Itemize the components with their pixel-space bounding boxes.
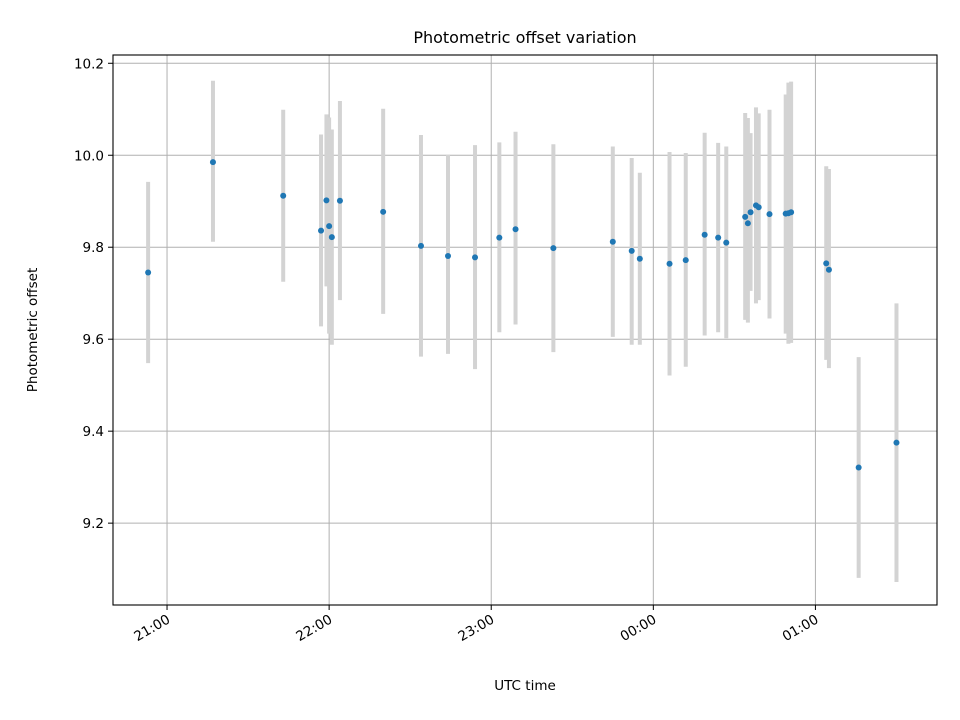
data-point bbox=[701, 231, 708, 238]
data-point bbox=[318, 227, 325, 234]
chart-title: Photometric offset variation bbox=[413, 28, 636, 47]
data-point bbox=[666, 260, 673, 267]
data-point bbox=[723, 239, 730, 246]
data-point bbox=[825, 266, 832, 273]
data-point bbox=[496, 234, 503, 241]
data-point bbox=[336, 197, 343, 204]
data-point bbox=[280, 192, 287, 199]
data-point bbox=[550, 245, 557, 252]
data-points bbox=[145, 159, 900, 471]
data-point bbox=[328, 234, 335, 241]
data-point bbox=[417, 242, 424, 249]
data-point bbox=[609, 238, 616, 245]
y-tick-label: 9.6 bbox=[83, 332, 104, 348]
y-tick-label: 10.0 bbox=[74, 148, 104, 164]
data-point bbox=[788, 209, 795, 216]
data-point bbox=[747, 209, 754, 216]
y-axis-label: Photometric offset bbox=[25, 268, 41, 392]
data-point bbox=[766, 211, 773, 218]
data-point bbox=[628, 247, 635, 254]
x-axis-label: UTC time bbox=[494, 678, 556, 694]
data-point bbox=[326, 223, 333, 230]
y-tick-label: 10.2 bbox=[74, 56, 104, 72]
data-point bbox=[323, 197, 330, 204]
data-point bbox=[682, 257, 689, 264]
data-point bbox=[855, 464, 862, 471]
plot-frame bbox=[112, 54, 938, 606]
data-point bbox=[445, 252, 452, 259]
data-point bbox=[209, 159, 216, 166]
data-point bbox=[715, 234, 722, 241]
y-tick-label: 9.8 bbox=[83, 240, 104, 256]
data-point bbox=[823, 260, 830, 267]
data-point bbox=[380, 208, 387, 215]
data-point bbox=[742, 213, 749, 220]
y-tick-label: 9.4 bbox=[83, 424, 104, 440]
data-point bbox=[636, 255, 643, 262]
plot-area-background bbox=[113, 55, 937, 605]
data-point bbox=[145, 269, 152, 276]
data-point bbox=[472, 254, 479, 261]
data-point bbox=[744, 220, 751, 227]
data-point bbox=[755, 204, 762, 211]
data-point bbox=[512, 226, 519, 233]
y-tick-label: 9.2 bbox=[83, 516, 104, 532]
y-axis-ticks: 9.2 9.4 9.6 9.8 10.0 10.2 bbox=[74, 56, 113, 532]
data-point bbox=[893, 439, 900, 446]
